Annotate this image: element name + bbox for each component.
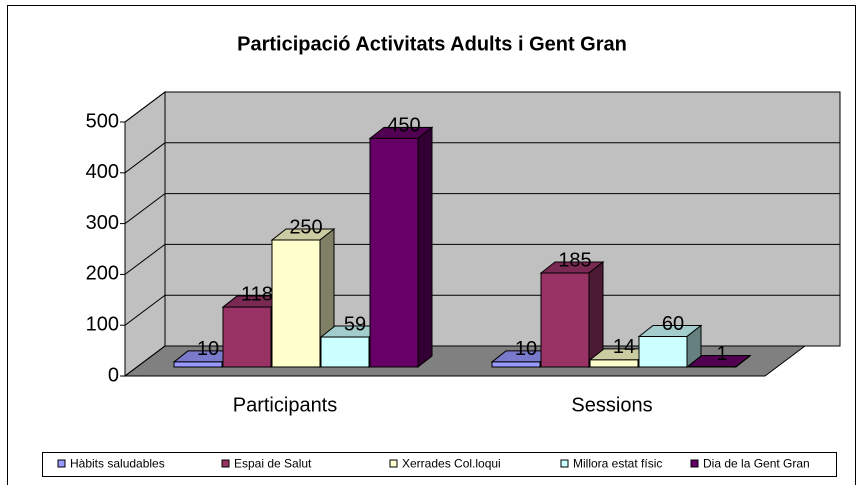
side-wall	[124, 91, 166, 377]
y-tick-label: 400	[86, 161, 119, 183]
data-label: 10	[197, 338, 219, 360]
grid-line	[124, 294, 840, 326]
data-label: 14	[613, 336, 635, 358]
bar	[638, 336, 688, 368]
y-tick-label: 200	[86, 263, 119, 285]
legend-swatch	[57, 459, 66, 468]
legend-swatch	[560, 459, 569, 468]
legend-label: Xerrades Col.loqui	[402, 457, 501, 471]
data-label: 10	[515, 338, 537, 360]
data-label: 250	[289, 216, 322, 238]
x-tick-label: Participants	[233, 394, 338, 416]
legend-label: Hàbits saludables	[70, 457, 165, 471]
data-label: 450	[387, 115, 420, 137]
bar-side	[417, 126, 433, 369]
bar	[271, 239, 321, 368]
bar	[173, 361, 223, 368]
bar	[320, 336, 370, 368]
x-tick-label: Sessions	[571, 394, 652, 416]
bar	[687, 365, 737, 368]
data-label: 59	[344, 313, 366, 335]
legend-swatch	[389, 459, 398, 468]
grid-line	[124, 142, 840, 174]
grid-line	[124, 345, 840, 377]
data-label: 1	[716, 343, 727, 365]
chart-title: Participació Activitats Adults i Gent Gr…	[237, 33, 627, 55]
grid-line	[124, 243, 840, 275]
bar	[540, 272, 590, 368]
legend-label: Dia de la Gent Gran	[703, 457, 810, 471]
legend-swatch	[690, 459, 699, 468]
legend-swatch	[221, 459, 230, 468]
bar	[369, 137, 419, 368]
legend	[42, 452, 837, 477]
grid-line	[124, 91, 840, 123]
grid-line	[124, 193, 840, 225]
bar	[491, 361, 541, 368]
data-label: 185	[558, 249, 591, 271]
data-label: 60	[662, 313, 684, 335]
bar	[222, 306, 272, 368]
legend-label: Millora estat físic	[573, 457, 662, 471]
bar	[589, 359, 639, 368]
y-tick-label: 300	[86, 212, 119, 234]
legend-label: Espai de Salut	[234, 457, 312, 471]
y-tick-label: 500	[86, 110, 119, 132]
y-tick-label: 100	[86, 313, 119, 335]
data-label: 118	[241, 283, 273, 305]
y-tick-label: 0	[108, 364, 119, 386]
